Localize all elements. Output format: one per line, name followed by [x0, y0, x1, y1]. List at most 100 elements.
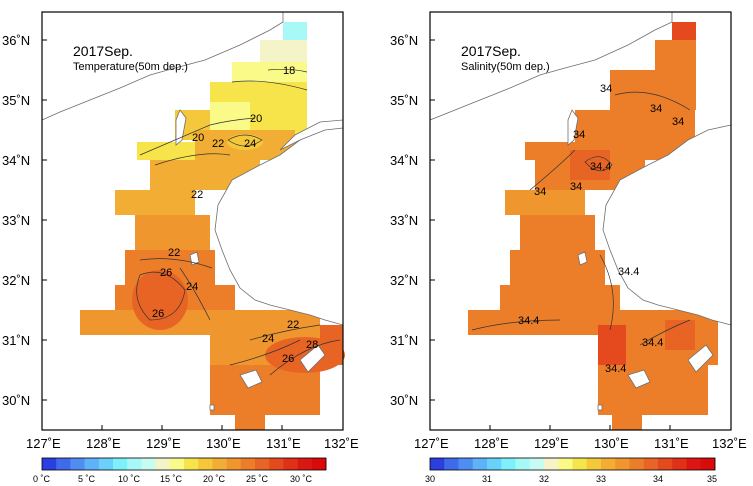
left-contour-label: 28: [306, 339, 318, 351]
right-cell: [598, 325, 626, 365]
left-warm-core: [265, 337, 345, 373]
right-cell: [665, 320, 695, 350]
left-contour-26: [229, 339, 301, 366]
right-y-tick-label: 31˚N: [390, 333, 418, 348]
left-map-frame: [41, 11, 344, 431]
left-korea-coast: [41, 11, 284, 121]
left-contour-22: [154, 153, 231, 166]
colorbar-swatch: [529, 458, 545, 470]
left-x-tick-label: 127˚E: [26, 436, 61, 451]
left-y-tick-label: 30˚N: [2, 393, 30, 408]
right-cell: [505, 190, 585, 215]
colorbar-swatch: [658, 458, 673, 470]
left-y-tick-label: 33˚N: [2, 213, 30, 228]
colorbar-swatch: [586, 458, 602, 470]
left-y-tick-label: 32˚N: [2, 273, 30, 288]
left-x-tick-label: 131˚E: [266, 436, 301, 451]
right-contour-label: 34: [570, 181, 582, 193]
right-x-tick-label: 131˚E: [654, 436, 689, 451]
colorbar-swatch: [255, 458, 270, 470]
right-y-tick-label: 36˚N: [390, 33, 418, 48]
right-land: [429, 11, 732, 411]
right-contour-34b: [529, 149, 576, 191]
left-x-tick-label: 132˚E: [324, 436, 359, 451]
right-contours: [471, 91, 691, 346]
right-cell: [655, 40, 696, 70]
left-colorbar-label: 0 ˚C: [33, 474, 51, 484]
right-yakushima: [627, 369, 651, 389]
left-contour-label: 22: [168, 247, 180, 259]
left-colorbar-label: 15 ˚C: [160, 474, 183, 484]
left-colorbar-label: 5 ˚C: [78, 474, 96, 484]
left-colorbar-label: 25 ˚C: [246, 474, 269, 484]
colorbar-swatch: [615, 458, 630, 470]
left-contour-label: 18: [283, 65, 295, 77]
left-cell: [235, 415, 265, 430]
left-colorbar-label: 20 ˚C: [203, 474, 226, 484]
colorbar-swatch: [84, 458, 100, 470]
right-contour-344b: [599, 254, 614, 331]
left-contour-18: [267, 68, 308, 73]
right-y-tick-label: 35˚N: [390, 93, 418, 108]
left-cell: [283, 22, 307, 40]
left-contour-label: 24: [186, 281, 198, 293]
right-tsushima: [567, 109, 579, 146]
left-y-tick-label: 36˚N: [2, 33, 30, 48]
left-land: [41, 11, 344, 411]
colorbar-swatch: [458, 458, 474, 470]
left-contour-24b: [249, 324, 321, 341]
colorbar-swatch: [629, 458, 645, 470]
colorbar-swatch: [70, 458, 85, 470]
right-contour-label: 34: [650, 103, 662, 115]
left-contour-label: 22: [191, 189, 203, 201]
right-contour-label: 34: [672, 116, 684, 128]
left-x-tick-label: 129˚E: [146, 436, 181, 451]
right-y-tick-label: 30˚N: [390, 393, 418, 408]
colorbar-swatch: [212, 458, 227, 470]
colorbar-swatch: [686, 458, 702, 470]
left-cell: [260, 40, 307, 62]
left-koshiki: [189, 251, 200, 266]
right-contour-34: [614, 91, 691, 111]
right-x-tick-label: 132˚E: [712, 436, 747, 451]
left-x-tick-label: 128˚E: [86, 436, 121, 451]
left-kyushu: [214, 124, 344, 326]
right-cell: [468, 310, 598, 335]
left-contour-label: 22: [212, 138, 224, 150]
colorbar-swatch: [672, 458, 687, 470]
right-map-panel: 34 34 34 34 34 34 34.4 34.4 34.4 34.4 34…: [390, 11, 747, 484]
left-x-tick-label: 130˚E: [206, 436, 241, 451]
right-cell: [672, 22, 696, 40]
right-colorbar: 30 31 32 33 34 35: [425, 457, 717, 484]
left-contour-labels: 18 20 20 22 24 22 22 26 24 26 22 24 26 2…: [152, 65, 318, 365]
left-contour-label: 26: [282, 353, 294, 365]
left-cell: [137, 142, 207, 160]
right-colorbar-label: 33: [596, 474, 606, 484]
left-contours: [136, 68, 341, 376]
colorbar-swatch: [643, 458, 659, 470]
colorbar-swatch: [487, 458, 502, 470]
left-warm-core: [227, 134, 263, 150]
right-koshiki: [577, 251, 588, 266]
colorbar-swatch: [240, 458, 256, 470]
colorbar-swatch: [572, 458, 588, 470]
left-small-island: [209, 404, 215, 411]
left-contour-20b: [139, 117, 256, 156]
right-colorbar-label: 31: [482, 474, 492, 484]
left-y-tick-label: 31˚N: [2, 333, 30, 348]
right-x-tick-label: 130˚E: [594, 436, 629, 451]
right-small-island: [597, 404, 603, 411]
right-cell: [610, 70, 696, 110]
left-colorbar-swatches: [42, 458, 327, 470]
colorbar-swatch: [444, 458, 459, 470]
colorbar-swatch: [141, 458, 156, 470]
left-tanegashima: [299, 344, 326, 373]
right-cell: [598, 365, 708, 415]
right-y-tick-label: 32˚N: [390, 273, 418, 288]
right-x-axis: 127˚E 128˚E 129˚E 130˚E 131˚E 132˚E: [414, 436, 747, 451]
colorbar-swatch: [169, 458, 185, 470]
left-map-panel: 18 20 20 22 24 22 22 26 24 26 22 24 26 2…: [2, 11, 359, 484]
right-tanegashima: [687, 344, 714, 373]
colorbar-swatch: [430, 458, 445, 470]
